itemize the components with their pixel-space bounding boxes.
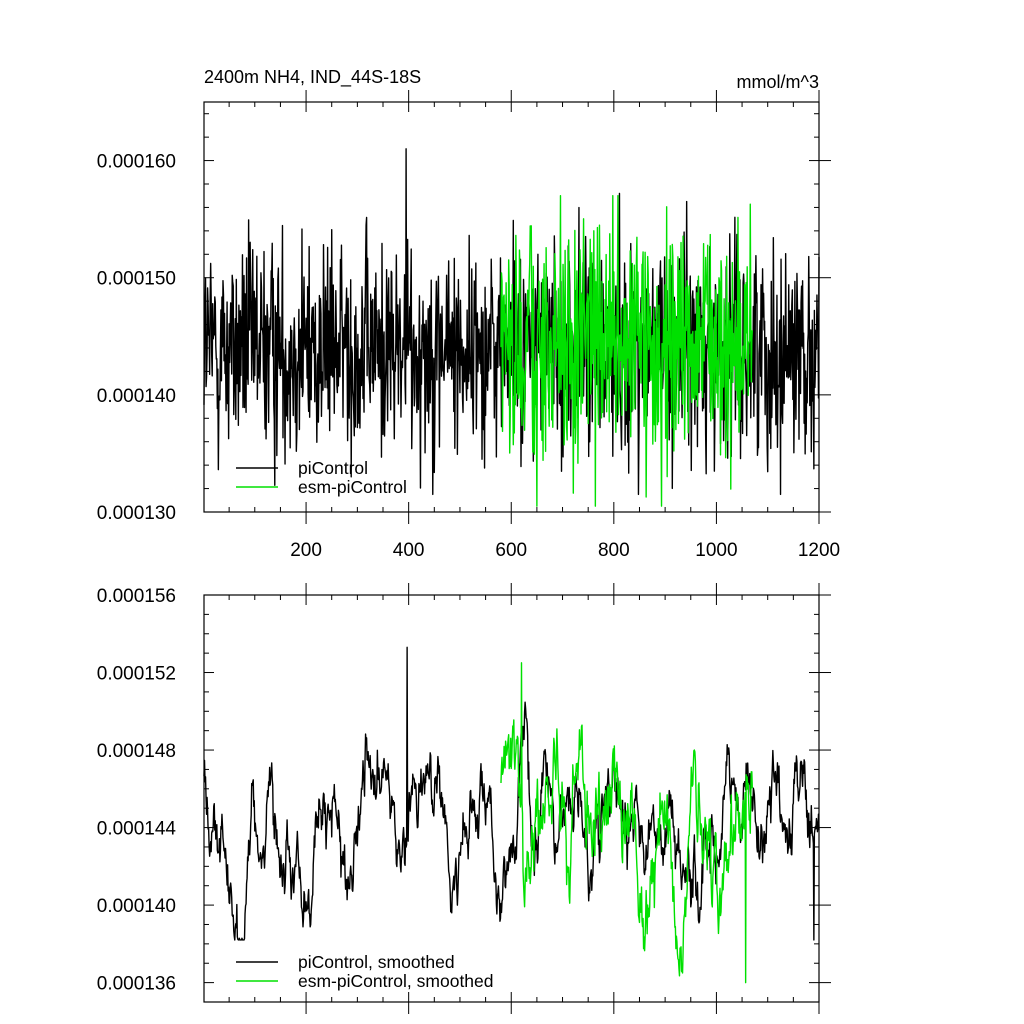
- x-tick-label: 200: [290, 540, 322, 561]
- series-line-esm-picontrol: [500, 195, 754, 507]
- y-tick-label: 0.000156: [97, 586, 176, 607]
- x-tick-label: 1200: [798, 540, 840, 561]
- x-tick-label: 600: [495, 540, 527, 561]
- y-tick-label: 0.000140: [97, 896, 176, 917]
- y-tick-label: 0.000144: [97, 819, 177, 840]
- y-tick-label: 0.000140: [97, 386, 176, 407]
- legend-label: piControl: [298, 458, 368, 478]
- units-label: mmol/m^3: [737, 72, 819, 92]
- y-tick-label: 0.000150: [97, 269, 176, 290]
- bottom-panel: 0.000136 0.000140 0.000144 0.000148 0.000152…: [97, 583, 831, 1014]
- legend-label: piControl, smoothed: [298, 952, 455, 972]
- y-tick-label: 0.000152: [97, 664, 176, 685]
- series-line-esm-picontrol: [500, 662, 754, 984]
- y-tick-label: 0.000136: [97, 974, 176, 995]
- legend-label: esm-piControl: [298, 477, 407, 497]
- plot-frame: [203, 594, 820, 1003]
- x-tick-label: 1000: [695, 540, 737, 561]
- series-line-picontrol: [203, 646, 820, 941]
- x-tick-label: 800: [598, 540, 630, 561]
- y-tick-label: 0.000148: [97, 741, 176, 762]
- legend-label: esm-piControl, smoothed: [298, 971, 494, 991]
- y-tick-label: 0.000130: [97, 503, 176, 524]
- y-tick-label: 0.000160: [97, 152, 176, 173]
- chart-title: 2400m NH4, IND_44S-18S: [204, 67, 421, 88]
- top-panel: 2400m NH4, IND_44S-18S mmol/m^3 200 400 60…: [97, 67, 840, 561]
- x-tick-label: 400: [393, 540, 425, 561]
